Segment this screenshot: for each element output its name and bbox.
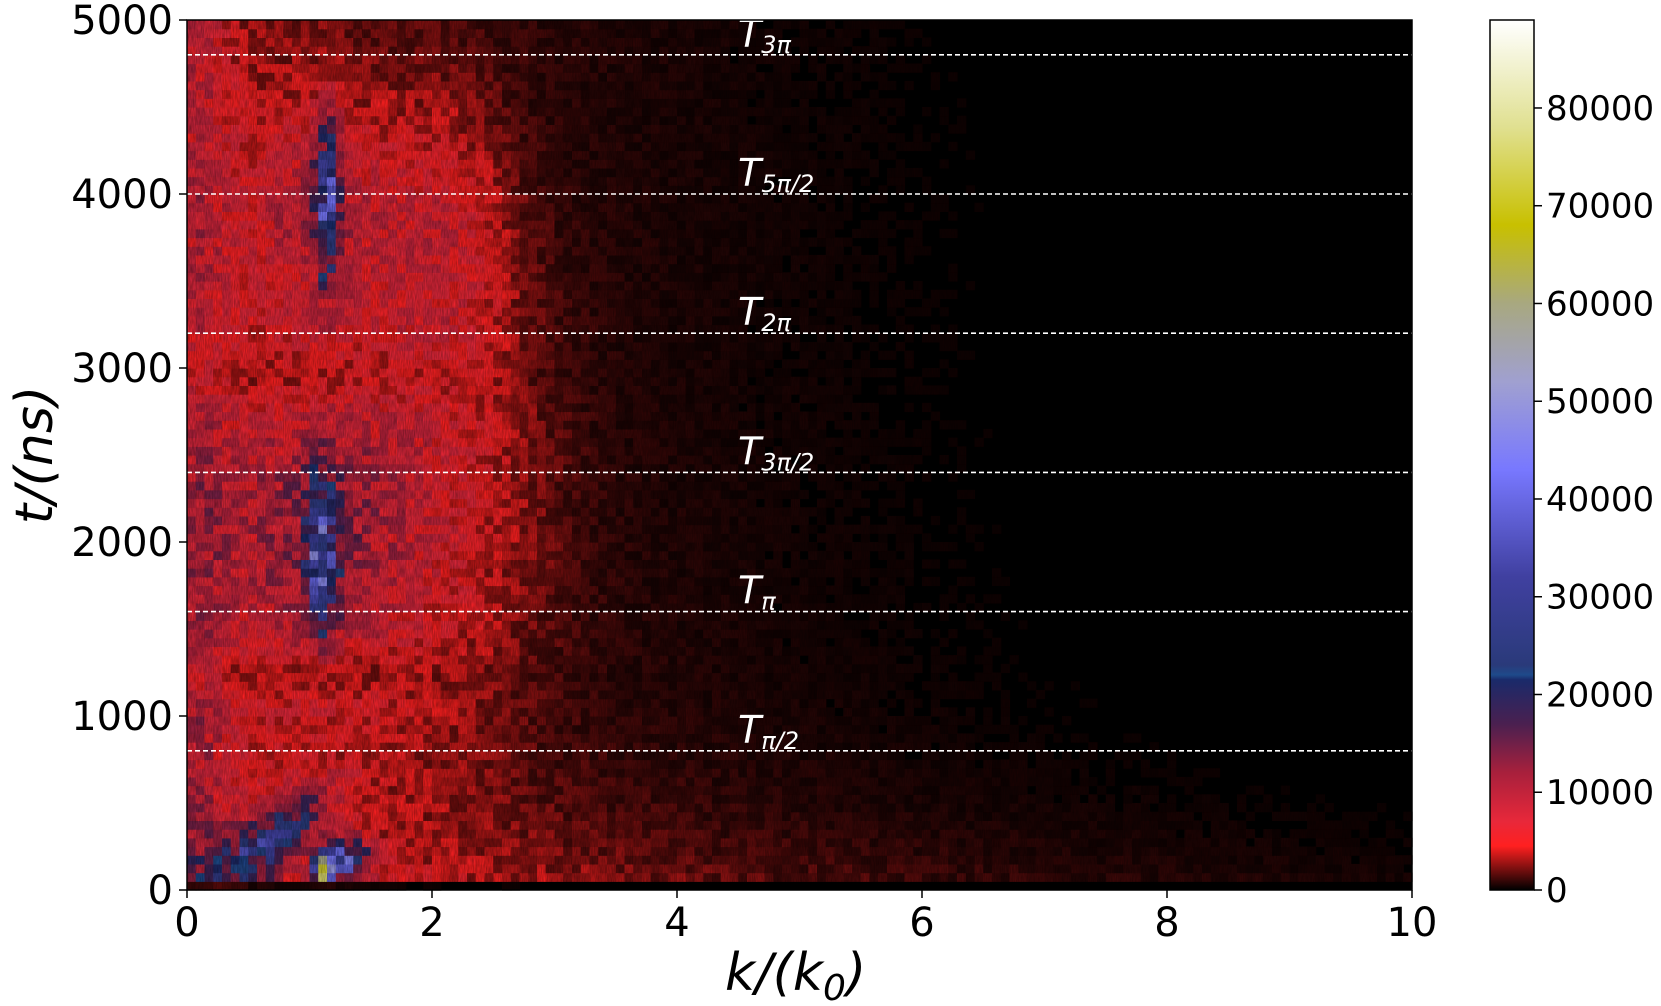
heatmap-figure: Tπ/2TπT3π/2T2πT5π/2T3π 0 2 4 6 8 10 010002000… <box>5 0 1654 1006</box>
